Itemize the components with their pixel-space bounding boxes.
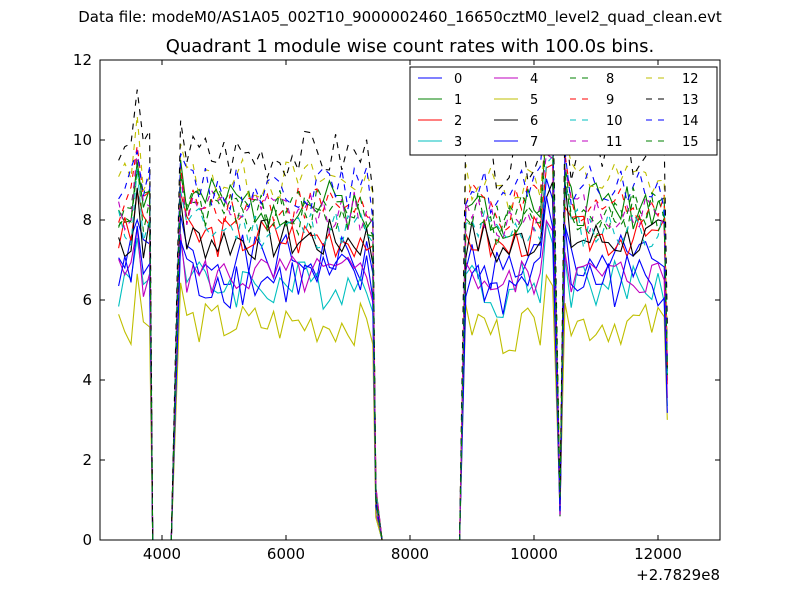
legend-label-3: 3 <box>454 135 462 150</box>
series-line-2 <box>118 163 668 540</box>
x-tick-label: 4000 <box>143 545 181 563</box>
series-line-6 <box>118 181 668 540</box>
legend-label-8: 8 <box>606 72 614 87</box>
chart-title: Quadrant 1 module wise count rates with … <box>165 36 655 57</box>
legend-label-12: 12 <box>682 72 699 87</box>
legend-label-5: 5 <box>530 93 538 108</box>
y-tick-label: 10 <box>73 131 92 149</box>
legend-label-14: 14 <box>682 114 699 129</box>
legend-label-7: 7 <box>530 135 538 150</box>
y-tick-label: 12 <box>73 51 92 69</box>
x-tick-label: 8000 <box>391 545 429 563</box>
legend-label-11: 11 <box>606 135 623 150</box>
x-offset-label: +2.7829e8 <box>636 566 720 584</box>
y-tick-label: 6 <box>82 291 92 309</box>
series-line-4 <box>118 219 668 540</box>
series-line-8 <box>118 137 668 540</box>
legend-label-13: 13 <box>682 93 699 108</box>
y-tick-label: 8 <box>82 211 92 229</box>
series-layer <box>118 85 668 540</box>
series-line-11 <box>118 149 668 540</box>
x-tick-label: 10000 <box>510 545 558 563</box>
x-axis: 4000 6000 8000 10000 12000 <box>143 60 682 563</box>
legend-label-10: 10 <box>606 114 623 129</box>
series-line-3 <box>118 222 668 540</box>
y-tick-label: 4 <box>82 371 92 389</box>
figure-suptitle: Data file: modeM0/AS1A05_002T10_90000024… <box>78 8 722 26</box>
series-line-7 <box>118 196 668 540</box>
series-line-15 <box>118 127 668 540</box>
series-line-5 <box>118 273 668 540</box>
series-line-0 <box>118 178 668 540</box>
y-tick-label: 0 <box>82 531 92 549</box>
legend-label-0: 0 <box>454 72 462 87</box>
legend-label-6: 6 <box>530 114 538 129</box>
series-line-12 <box>118 114 668 540</box>
x-tick-label: 6000 <box>267 545 305 563</box>
x-tick-label: 12000 <box>634 545 682 563</box>
legend-label-1: 1 <box>454 93 462 108</box>
series-line-14 <box>118 101 668 540</box>
legend-label-9: 9 <box>606 93 614 108</box>
legend-frame <box>409 66 718 156</box>
legend-label-2: 2 <box>454 114 462 129</box>
legend-label-4: 4 <box>530 72 538 87</box>
legend-label-15: 15 <box>682 135 699 150</box>
series-line-1 <box>118 128 668 540</box>
series-line-10 <box>118 154 668 540</box>
y-tick-label: 2 <box>82 451 92 469</box>
